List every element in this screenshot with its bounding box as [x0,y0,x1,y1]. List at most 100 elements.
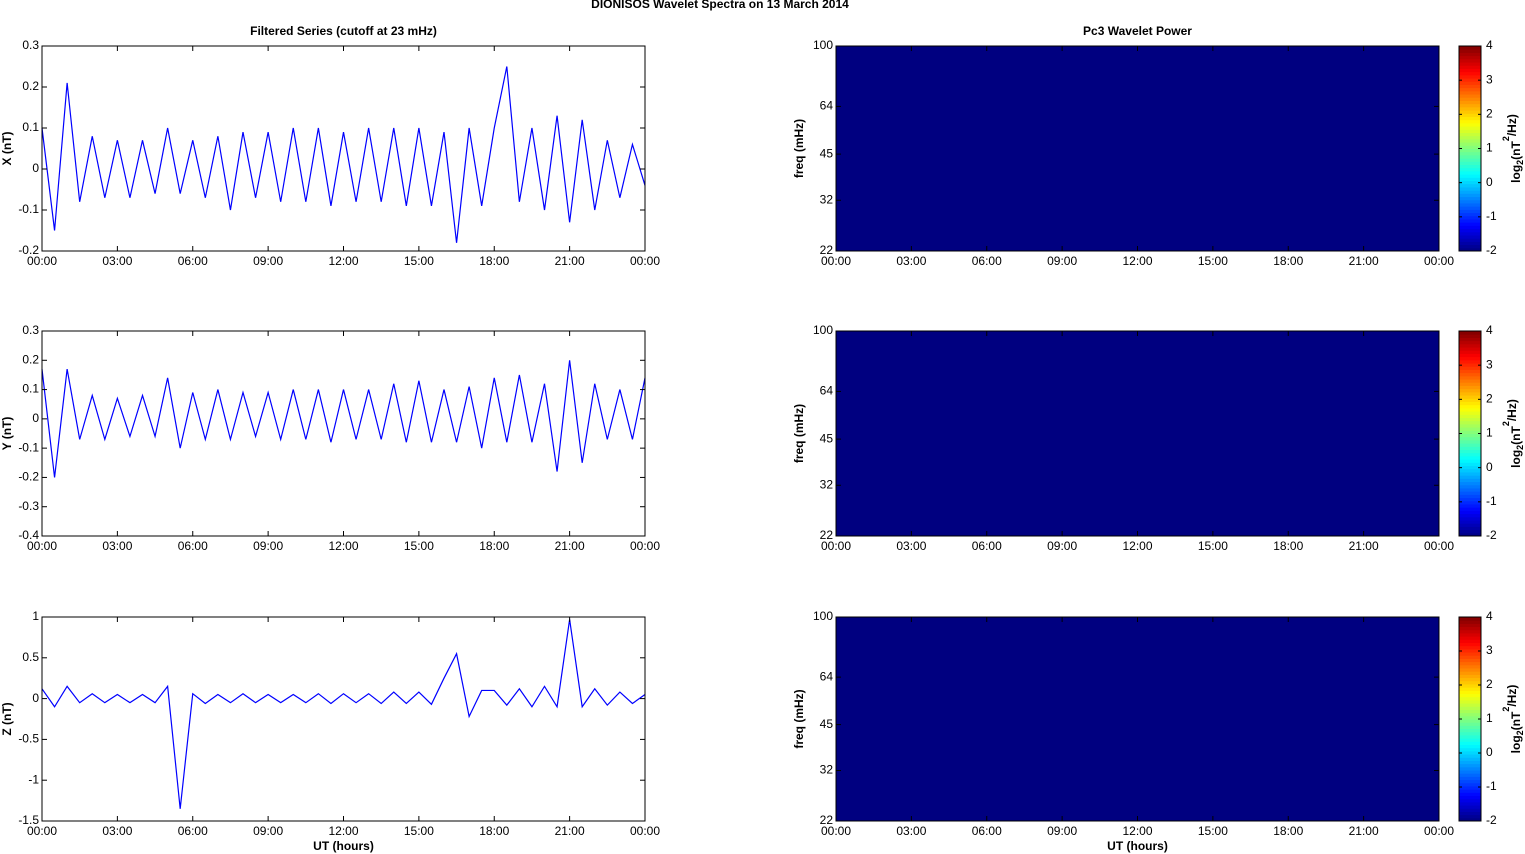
colorbar-swatch [1459,529,1481,534]
colorbar-swatch [1459,126,1481,130]
colorbar-swatch [1459,81,1481,85]
colorbar-swatch [1459,744,1481,749]
colorbar-swatch [1459,785,1481,790]
x-tick-label: 21:00 [1349,824,1379,838]
y-axis-label: Y (nT) [0,417,14,451]
colorbar-swatch [1459,97,1481,101]
x-tick-label: 00:00 [27,824,57,838]
y-tick-label: 0.1 [22,382,39,396]
colorbar-label: log2(nT2/Hz) [1501,399,1525,468]
colorbar-swatch [1459,46,1481,50]
colorbar-swatch [1459,353,1481,358]
colorbar-swatch [1459,446,1481,451]
colorbar-swatch [1459,763,1481,768]
x-tick-label: 12:00 [1122,539,1152,553]
line-series [41,66,646,243]
colorbar-tick-label: 4 [1486,323,1493,337]
colorbar-swatch [1459,110,1481,114]
colorbar-swatch [1459,738,1481,742]
colorbar-swatch [1459,55,1481,60]
x-tick-label: 15:00 [1198,824,1228,838]
y-tick-label: 22 [820,813,834,827]
colorbar-swatch [1459,754,1481,758]
x-tick-label: 15:00 [404,824,434,838]
y-tick-label: -0.2 [18,243,39,257]
y-tick-label: -0.1 [18,202,39,216]
colorbar-swatch [1459,719,1481,723]
colorbar-swatch [1459,468,1481,473]
x-axis-label: UT (hours) [313,839,374,853]
line-series [41,360,646,478]
x-tick-label: 00:00 [1424,824,1454,838]
x-tick-label: 21:00 [555,824,585,838]
colorbar-swatch [1459,519,1481,524]
x-tick-label: 00:00 [630,539,660,553]
x-tick-label: 21:00 [1349,254,1379,268]
colorbar-swatch [1459,87,1481,92]
colorbar-swatch [1459,417,1481,422]
colorbar-swatch [1459,385,1481,390]
colorbar-swatch [1459,404,1481,409]
colorbar-swatch [1459,734,1481,739]
y-tick-label: 32 [820,192,834,206]
colorbar-swatch [1459,639,1481,643]
y-tick-label: 64 [820,384,834,398]
x-tick-label: 00:00 [27,254,57,268]
colorbar-swatch [1459,680,1481,685]
y-tick-label: -1 [28,772,39,786]
x-tick-label: 00:00 [821,824,851,838]
y-tick-label: 0 [32,161,39,175]
y-tick-label: 100 [813,323,833,337]
x-tick-label: 18:00 [479,539,509,553]
y-tick-label: 64 [820,669,834,683]
colorbar-swatch [1459,186,1481,191]
colorbar-tick-label: 2 [1486,677,1493,691]
colorbar-tick-label: -1 [1486,209,1497,223]
colorbar-tick-label: -2 [1486,813,1497,827]
y-tick-label: 22 [820,243,834,257]
x-axis-label: UT (hours) [1107,839,1168,853]
colorbar-swatch [1459,190,1481,194]
x-tick-label: 06:00 [972,824,1002,838]
x-tick-label: 12:00 [1122,824,1152,838]
colorbar-swatch [1459,648,1481,653]
colorbar-tick-label: 1 [1486,141,1493,155]
colorbar-swatch [1459,170,1481,175]
colorbar-tick-label: 1 [1486,711,1493,725]
colorbar-swatch [1459,411,1481,415]
colorbar-swatch [1459,331,1481,335]
y-tick-label: 1 [32,609,39,623]
x-tick-label: 06:00 [972,539,1002,553]
colorbar-label-part: 2 [1515,160,1525,165]
x-tick-label: 12:00 [1122,254,1152,268]
colorbar-swatch [1459,484,1481,489]
colorbar-swatch [1459,135,1481,140]
y-tick-label: -0.1 [18,440,39,454]
colorbar-swatch [1459,142,1481,146]
colorbar-swatch [1459,728,1481,733]
colorbar-swatch [1459,132,1481,137]
y-tick-label: -0.5 [18,732,39,746]
colorbar-swatch [1459,382,1481,386]
colorbar-swatch [1459,401,1481,406]
colorbar-swatch [1459,177,1481,182]
colorbar-swatch [1459,792,1481,796]
x-tick-label: 00:00 [1424,539,1454,553]
x-tick-label: 15:00 [1198,539,1228,553]
x-tick-label: 21:00 [1349,539,1379,553]
colorbar-swatch [1459,817,1481,822]
colorbar-swatch [1459,811,1481,816]
x-tick-label: 18:00 [479,824,509,838]
colorbar-swatch [1459,407,1481,412]
x-tick-label: 06:00 [178,824,208,838]
colorbar-swatch [1459,52,1481,57]
colorbar-swatch [1459,478,1481,483]
colorbar-swatch [1459,379,1481,383]
colorbar-label-part: /Hz) [1505,685,1519,707]
colorbar-swatch [1459,225,1481,230]
colorbar-swatch [1459,122,1481,127]
y-tick-label: -0.2 [18,470,39,484]
colorbar-tick-label: 4 [1486,609,1493,623]
colorbar-swatch [1459,222,1481,226]
colorbar-swatch [1459,154,1481,159]
